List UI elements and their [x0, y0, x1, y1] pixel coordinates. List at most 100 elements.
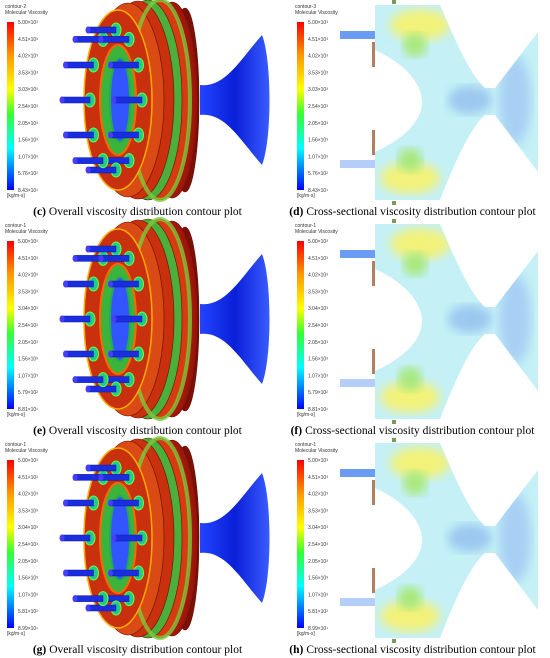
- caption-label: (e): [33, 425, 46, 437]
- wall-mark: [372, 568, 375, 593]
- nozzle-tip: [111, 534, 117, 542]
- wall-mark: [392, 438, 396, 442]
- colorbar-tick-label: 1.07×10³: [308, 373, 328, 379]
- colorbar-unit: [kg/m-s]: [7, 631, 25, 637]
- nozzle-pipe: [113, 315, 143, 323]
- nozzle-pipe: [65, 350, 94, 358]
- legend-subtitle: Molecular Viscosity: [295, 229, 338, 235]
- nozzle-tip: [85, 604, 91, 612]
- caption: (f) Cross-sectional viscosity distributio…: [291, 425, 536, 437]
- legend-title: contour-1: [295, 223, 316, 229]
- legend-title: contour-3: [295, 4, 316, 10]
- caption-text: Overall viscosity distribution contour p…: [49, 425, 243, 437]
- nozzle-tip: [98, 254, 104, 262]
- contour-spot: [390, 228, 450, 260]
- caption-text: Cross-sectional viscosity distribution c…: [305, 425, 535, 437]
- colorbar-tick-label: 1.56×10³: [18, 357, 38, 363]
- colorbar-tick-label: 4.51×10³: [308, 475, 328, 481]
- nozzle-tip: [62, 499, 68, 507]
- caption-text: Overall viscosity distribution contour p…: [49, 206, 243, 218]
- legend-title: contour-1: [5, 223, 26, 229]
- colorbar-tick-label: 3.53×10³: [308, 508, 328, 514]
- colorbar-tick-label: 4.51×10³: [18, 37, 38, 43]
- nozzle-tip: [108, 569, 114, 577]
- colorbar-tick-label: 5.00×10³: [308, 458, 328, 464]
- colorbar-tick-label: 4.51×10³: [18, 256, 38, 262]
- colorbar-tick-label: 5.00×10³: [308, 20, 328, 26]
- inlet-pipe: [340, 160, 375, 168]
- colorbar-tick-label: 3.03×10³: [308, 87, 328, 93]
- colorbar-tick-label: 2.05×10³: [308, 559, 328, 565]
- colorbar-tick-label: 8.99×10¹: [308, 626, 328, 632]
- nozzle-tip: [108, 350, 114, 358]
- nozzle-pipe: [65, 499, 94, 507]
- nozzle-pipe: [65, 61, 94, 69]
- nozzle-tip: [72, 595, 78, 603]
- caption-text: Overall viscosity distribution contour p…: [49, 644, 243, 656]
- nozzle-tip: [85, 166, 91, 174]
- nozzle-tip: [72, 473, 78, 481]
- colorbar-tick-label: 5.81×10²: [308, 609, 328, 615]
- colorbar-tick-label: 1.56×10³: [308, 138, 328, 144]
- colorbar-tick-label: 2.05×10³: [18, 559, 38, 565]
- legend-subtitle: Molecular Viscosity: [5, 448, 48, 454]
- colorbar-tick-label: 2.54×10³: [18, 104, 38, 110]
- inlet-pipe: [340, 250, 375, 258]
- wall-mark: [372, 42, 375, 67]
- caption-text: Cross-sectional viscosity distribution c…: [306, 206, 536, 218]
- nozzle-tip: [59, 96, 65, 104]
- nozzle-pipe: [74, 376, 104, 383]
- caption: (h) Cross-sectional viscosity distributio…: [289, 644, 536, 656]
- colorbar-tick-label: 2.54×10³: [308, 323, 328, 329]
- colorbar-tick-label: 2.54×10³: [308, 542, 328, 548]
- colorbar-tick-label: 2.54×10³: [18, 542, 38, 548]
- nozzle-tip: [72, 157, 78, 165]
- nozzle-tip: [108, 61, 114, 69]
- nozzle-tip: [62, 61, 68, 69]
- nozzle-pipe: [110, 131, 139, 139]
- colorbar-tick-label: 8.43×10¹: [18, 188, 38, 194]
- inlet-pipe: [340, 598, 375, 606]
- wall-mark: [372, 480, 375, 505]
- colorbar-unit: [kg/m-s]: [297, 412, 315, 418]
- legend-title: contour-1: [295, 442, 316, 448]
- wall-mark: [392, 201, 396, 205]
- colorbar-tick-label: 3.04×10³: [308, 306, 328, 312]
- wall-mark: [392, 0, 396, 4]
- nozzle-pipe: [87, 464, 117, 472]
- colorbar: [7, 241, 14, 409]
- nozzle-pipe: [87, 245, 117, 253]
- colorbar: [7, 22, 14, 190]
- nozzle-pipe: [110, 350, 139, 358]
- caption-label: (g): [33, 644, 47, 656]
- colorbar: [297, 22, 304, 190]
- colorbar-tick-label: 1.56×10³: [18, 138, 38, 144]
- nozzle-pipe: [74, 595, 104, 602]
- nozzle-pipe: [61, 96, 91, 104]
- nozzle-tip: [85, 464, 91, 472]
- nozzle-pipe: [100, 255, 130, 262]
- contour-spot: [380, 162, 440, 194]
- colorbar-tick-label: 3.53×10³: [18, 508, 38, 514]
- colorbar-tick-label: 1.07×10³: [308, 592, 328, 598]
- nozzle-tip: [85, 26, 91, 34]
- contour-spot: [390, 447, 450, 479]
- nozzle-pipe: [110, 280, 139, 288]
- nozzle-cone: [200, 35, 270, 165]
- colorbar-tick-label: 4.02×10³: [308, 273, 328, 279]
- contour-spot: [448, 86, 492, 114]
- colorbar-tick-label: 5.76×10²: [18, 171, 38, 177]
- caption-text: Cross-sectional viscosity distribution c…: [306, 644, 536, 656]
- section-contours: [380, 447, 531, 632]
- contour-spot: [403, 252, 427, 276]
- colorbar-tick-label: 1.07×10³: [18, 592, 38, 598]
- colorbar-tick-label: 3.53×10³: [18, 70, 38, 76]
- nozzle-tip: [59, 534, 65, 542]
- legend-subtitle: Molecular Viscosity: [5, 10, 48, 16]
- nozzle-pipe: [110, 499, 139, 507]
- legend-subtitle: Molecular Viscosity: [295, 10, 338, 16]
